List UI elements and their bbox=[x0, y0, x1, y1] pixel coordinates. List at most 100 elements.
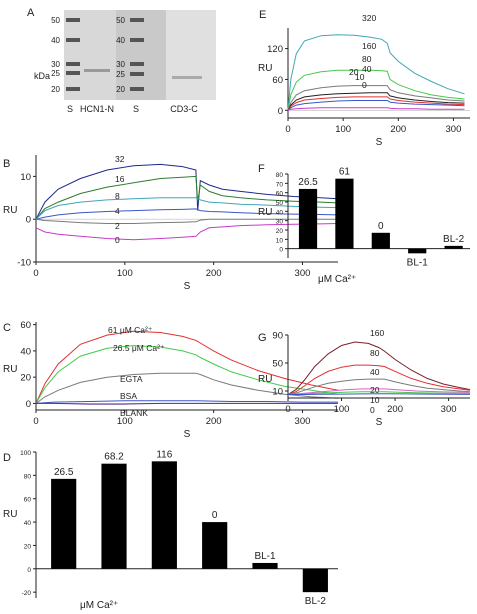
series-line bbox=[287, 96, 465, 111]
gel-block-middle bbox=[116, 10, 166, 100]
x-tick-label: 100 bbox=[335, 124, 351, 135]
x-axis-label: S bbox=[184, 429, 191, 440]
gel-sample-band bbox=[84, 69, 110, 72]
gel-marker-band bbox=[66, 71, 80, 75]
gel-marker-band bbox=[130, 72, 144, 76]
y-tick-label: 10 bbox=[272, 387, 283, 398]
y-tick-label: 0 bbox=[27, 567, 31, 574]
series-line bbox=[287, 378, 471, 395]
y-tick-label: 0 bbox=[26, 399, 31, 410]
bar bbox=[371, 232, 390, 249]
x-tick-label: 0 bbox=[285, 404, 290, 415]
gel-marker-label: 40 bbox=[51, 36, 60, 45]
y-tick-label: 80 bbox=[24, 473, 32, 480]
y-axis-label: RU bbox=[258, 63, 272, 74]
x-tick-label: 300 bbox=[441, 404, 457, 415]
bar-label: BL-2 bbox=[443, 234, 465, 245]
panel-label: C bbox=[3, 322, 11, 334]
gel-marker-label: 20 bbox=[51, 85, 60, 94]
x-axis-label: μM Ca²⁺ bbox=[80, 600, 118, 611]
panel-label: E bbox=[259, 9, 266, 21]
y-tick-label: 10 bbox=[20, 172, 31, 183]
series-line bbox=[35, 372, 339, 404]
gel-marker-band bbox=[130, 87, 144, 91]
y-tick-label: 0 bbox=[278, 106, 283, 117]
bar bbox=[444, 245, 463, 249]
series-label: BLANK bbox=[120, 408, 148, 418]
bar-label: BL-1 bbox=[254, 551, 276, 562]
bar bbox=[335, 178, 354, 249]
bar-label: 68.2 bbox=[104, 452, 124, 463]
gel-marker-band bbox=[66, 87, 80, 91]
gel-marker-label: 30 bbox=[116, 60, 125, 69]
x-tick-label: 300 bbox=[295, 268, 311, 279]
series-label: 20 bbox=[370, 385, 380, 395]
series-line bbox=[35, 400, 338, 404]
y-axis-label: RU bbox=[3, 509, 17, 520]
panel-label: G bbox=[258, 332, 267, 344]
y-tick-label: 10 bbox=[276, 237, 284, 244]
series-label: 0 bbox=[370, 405, 375, 415]
series-label: 40 bbox=[370, 367, 380, 377]
gel-marker-label: 25 bbox=[51, 69, 60, 78]
y-tick-label: -10 bbox=[17, 258, 31, 269]
x-tick-label: 300 bbox=[295, 416, 311, 427]
series-label: 10 bbox=[355, 72, 365, 82]
series-line bbox=[287, 69, 465, 111]
series-label: 40 bbox=[362, 64, 372, 74]
gel-marker-band bbox=[130, 38, 144, 42]
series-label: 32 bbox=[115, 154, 125, 164]
x-tick-label: 200 bbox=[387, 404, 403, 415]
series-label: 26.5 μM Ca²⁺ bbox=[113, 343, 165, 353]
bar-label: 61 bbox=[339, 167, 351, 178]
bar-label: 0 bbox=[212, 510, 218, 521]
series-label: 320 bbox=[362, 13, 376, 23]
x-tick-label: 200 bbox=[206, 416, 222, 427]
gel-marker-label: 40 bbox=[116, 36, 125, 45]
gel-marker-band bbox=[66, 38, 80, 42]
gel-marker-label: 50 bbox=[116, 16, 125, 25]
series-label: 160 bbox=[370, 328, 384, 338]
series-line bbox=[287, 364, 471, 395]
x-axis-label: μM Ca²⁺ bbox=[318, 274, 356, 285]
y-tick-label: 20 bbox=[276, 228, 284, 235]
y-tick-label: 30 bbox=[276, 219, 284, 226]
gel-marker-band bbox=[130, 18, 144, 22]
gel-lane-label: CD3-C bbox=[170, 104, 198, 114]
gel-marker-band bbox=[130, 62, 144, 66]
x-tick-label: 200 bbox=[206, 268, 222, 279]
series-line bbox=[35, 223, 339, 241]
y-tick-label: 20 bbox=[24, 543, 32, 550]
series-label: 80 bbox=[370, 348, 380, 358]
y-axis-label: RU bbox=[258, 374, 272, 385]
x-tick-label: 0 bbox=[33, 268, 38, 279]
gel-marker-band bbox=[66, 18, 80, 22]
series-label: 61 μM Ca²⁺ bbox=[108, 325, 153, 335]
series-line bbox=[35, 197, 339, 220]
bar-label: BL-2 bbox=[305, 596, 327, 607]
series-line bbox=[35, 345, 339, 404]
y-tick-label: 0 bbox=[26, 215, 31, 226]
series-label: 20 bbox=[349, 67, 359, 77]
y-tick-label: 20 bbox=[20, 373, 31, 384]
series-label: BSA bbox=[120, 391, 137, 401]
y-tick-label: 60 bbox=[272, 75, 283, 86]
y-tick-label: 50 bbox=[272, 359, 283, 370]
gel-block-left bbox=[64, 10, 122, 100]
gel-marker-label: 20 bbox=[116, 85, 125, 94]
x-axis-label: S bbox=[184, 281, 191, 292]
series-label: EGTA bbox=[120, 374, 143, 384]
bar bbox=[151, 461, 177, 569]
y-tick-label: 80 bbox=[276, 172, 284, 179]
bar bbox=[202, 522, 228, 569]
y-axis-label: RU bbox=[258, 207, 272, 218]
x-tick-label: 0 bbox=[33, 416, 38, 427]
y-axis-label: RU bbox=[3, 364, 17, 375]
y-tick-label: 40 bbox=[24, 520, 32, 527]
gel-marker-label: 50 bbox=[51, 16, 60, 25]
series-label: 0 bbox=[362, 80, 367, 90]
series-line bbox=[287, 388, 471, 395]
